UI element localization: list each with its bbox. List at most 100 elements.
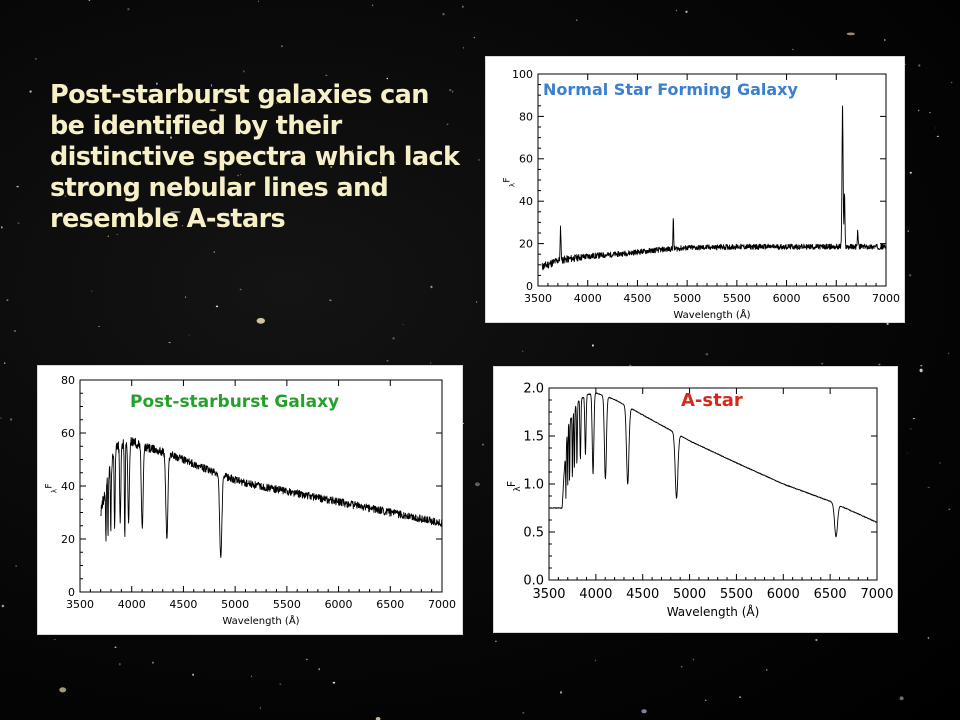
x-axis-label: Wavelength (Å) xyxy=(222,614,299,627)
spectrum-line xyxy=(548,392,878,538)
y-axis-label-subscript: λ xyxy=(508,183,516,187)
star-dot xyxy=(17,222,20,224)
y-axis-label-subscript: λ xyxy=(50,489,58,493)
star-dot xyxy=(920,365,923,367)
star-dot xyxy=(279,683,282,685)
star-dot xyxy=(169,211,181,213)
a-star-spectrum-plot: 3500 4000 4500 5000 5500 6000 6500 7000 0.0 0.5 1.… xyxy=(505,382,893,619)
y-axis-label: F xyxy=(505,481,518,487)
x-tick-label: 5000 xyxy=(673,292,701,305)
x-tick-label: 7000 xyxy=(860,587,893,602)
x-tick-label: 4000 xyxy=(579,587,612,602)
star-dot xyxy=(452,90,454,93)
star-dot xyxy=(907,230,909,232)
spectrum-line xyxy=(100,437,443,559)
star-dot xyxy=(386,360,389,362)
star-dot xyxy=(280,45,283,48)
star-dot xyxy=(446,123,449,125)
x-tick-label: 4000 xyxy=(574,292,602,305)
star-dot xyxy=(192,673,195,676)
star-dot xyxy=(766,669,768,671)
star-dot xyxy=(629,364,632,367)
y-tick-label: 60 xyxy=(519,153,533,166)
star-dot xyxy=(846,32,855,36)
star-dot xyxy=(478,158,480,161)
star-dot xyxy=(1,604,5,608)
star-dot xyxy=(429,362,432,364)
star-dot xyxy=(482,443,484,446)
y-tick-label: 0.0 xyxy=(523,574,544,589)
slide-headline: Post-starburst galaxies can be identifie… xyxy=(50,80,460,234)
star-dot xyxy=(116,233,118,236)
star-dot xyxy=(102,93,104,96)
star-dot xyxy=(1,226,3,229)
star-dot xyxy=(394,161,396,163)
x-tick-label: 6000 xyxy=(767,587,800,602)
star-dot xyxy=(792,48,794,50)
star-dot xyxy=(386,77,389,80)
star-dot xyxy=(185,296,187,299)
star-dot xyxy=(259,706,261,710)
star-dot xyxy=(98,326,101,327)
star-dot xyxy=(494,640,497,642)
star-dot xyxy=(641,709,647,714)
x-tick-label: 4500 xyxy=(626,587,659,602)
star-dot xyxy=(88,0,91,1)
x-tick-label: 6500 xyxy=(376,598,404,611)
star-dot xyxy=(35,58,37,60)
star-dot xyxy=(173,122,176,124)
star-dot xyxy=(675,9,677,12)
x-tick-label: 5500 xyxy=(723,292,751,305)
star-dot xyxy=(935,127,937,129)
star-dot xyxy=(351,150,353,152)
x-tick-label: 3500 xyxy=(532,587,565,602)
y-tick-label: 0 xyxy=(68,586,75,599)
star-dot xyxy=(151,661,154,664)
star-dot xyxy=(442,13,445,16)
y-tick-label: 80 xyxy=(61,374,75,387)
star-dot xyxy=(257,0,259,2)
star-dot xyxy=(215,305,219,308)
x-axis-label: Wavelength (Å) xyxy=(667,604,760,619)
star-dot xyxy=(3,362,6,364)
star-dot xyxy=(950,81,953,84)
y-tick-label: 1.5 xyxy=(523,430,544,445)
x-tick-label: 5000 xyxy=(673,587,706,602)
star-dot xyxy=(948,508,951,510)
x-tick-label: 6000 xyxy=(325,598,353,611)
y-tick-label: 20 xyxy=(519,237,533,250)
plot-frame xyxy=(548,387,878,581)
star-dot xyxy=(939,462,941,464)
star-dot xyxy=(210,84,213,87)
star-dot xyxy=(379,172,382,174)
x-axis-label: Wavelength (Å) xyxy=(673,308,750,321)
star-dot xyxy=(595,659,596,662)
x-tick-label: 6500 xyxy=(814,587,847,602)
x-tick-label: 7000 xyxy=(428,598,456,611)
star-dot xyxy=(575,19,578,21)
star-dot xyxy=(909,171,912,174)
star-dot xyxy=(29,90,32,93)
star-dot xyxy=(325,74,328,76)
star-dot xyxy=(64,195,66,198)
x-tick-label: 5000 xyxy=(221,598,249,611)
star-dot xyxy=(704,699,707,701)
star-dot xyxy=(815,638,818,642)
star-dot xyxy=(560,691,562,694)
y-tick-label: 40 xyxy=(61,480,75,493)
star-dot xyxy=(240,174,242,176)
star-dot xyxy=(318,668,320,671)
star-dot xyxy=(591,344,594,347)
star-dot xyxy=(904,63,907,65)
star-dot xyxy=(53,639,56,640)
star-dot xyxy=(123,161,126,163)
chart-title: Post-starburst Galaxy xyxy=(130,392,339,412)
star-dot xyxy=(306,658,308,661)
plot-frame xyxy=(537,73,887,287)
star-dot xyxy=(239,288,242,291)
post-starburst-galaxy-chart: 3500 4000 4500 5000 5500 6000 6500 7000 0 20 40 60 8… xyxy=(37,365,463,635)
y-tick-label: 0 xyxy=(526,280,533,293)
star-dot xyxy=(107,235,109,238)
star-dot xyxy=(329,299,332,302)
star-dot xyxy=(927,486,930,488)
